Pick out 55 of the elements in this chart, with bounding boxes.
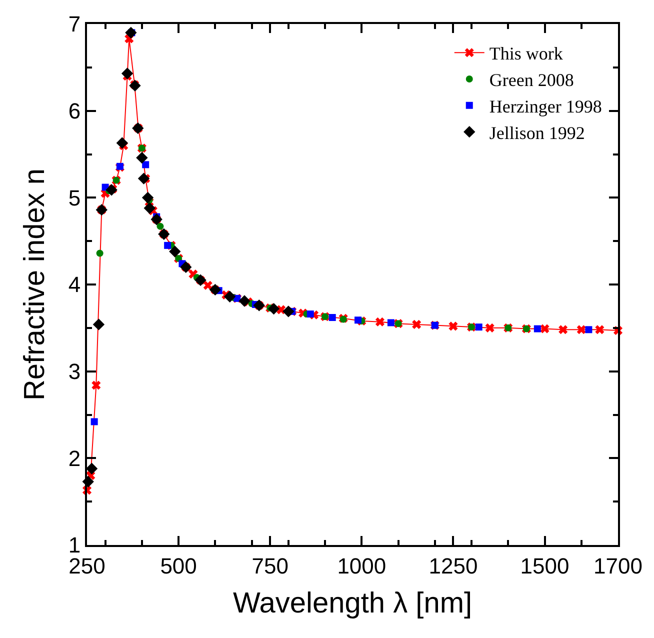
point <box>485 323 494 332</box>
point <box>90 418 98 426</box>
point <box>136 152 148 164</box>
point <box>268 302 280 315</box>
legend-label: Green 2008 <box>489 70 574 90</box>
point <box>412 320 422 329</box>
point <box>328 314 336 321</box>
point <box>354 316 362 324</box>
y-tick-label: 5 <box>68 185 81 210</box>
point <box>448 322 458 331</box>
point <box>125 26 137 39</box>
legend-label: This work <box>489 44 563 64</box>
point <box>375 317 384 326</box>
point <box>116 137 128 149</box>
point <box>169 246 181 258</box>
x-tick-label: 1700 <box>594 553 642 578</box>
point <box>106 184 118 196</box>
x-tick-label: 750 <box>252 553 288 578</box>
point <box>224 290 236 303</box>
point <box>203 280 212 290</box>
point <box>96 250 104 257</box>
x-axis-title: Wavelength λ [nm] <box>232 588 472 620</box>
point <box>142 192 154 204</box>
y-tick-label: 6 <box>68 98 81 124</box>
legend-label: Herzinger 1998 <box>489 96 602 116</box>
point <box>121 68 134 80</box>
point <box>540 324 550 334</box>
point <box>585 326 592 334</box>
x-tick-label: 1250 <box>428 553 478 578</box>
y-tick-label: 2 <box>68 446 81 471</box>
point <box>164 242 172 249</box>
point <box>576 325 586 334</box>
point <box>475 324 482 331</box>
point <box>142 161 150 168</box>
point <box>534 325 541 332</box>
point <box>144 202 156 214</box>
y-axis-title: Refractive index n <box>19 168 52 401</box>
point <box>595 325 604 334</box>
y-tick-label: 4 <box>68 272 81 298</box>
point <box>156 222 164 230</box>
point <box>558 325 568 334</box>
legend-label: Jellison 1992 <box>489 122 585 143</box>
point <box>138 172 150 184</box>
x-tick-label: 1000 <box>337 553 386 578</box>
x-tick-label: 500 <box>160 553 197 578</box>
y-tick-label: 3 <box>68 359 81 384</box>
y-tick-label: 7 <box>68 12 81 37</box>
point <box>282 306 294 318</box>
point <box>306 310 314 318</box>
point <box>92 318 105 330</box>
point <box>86 462 98 474</box>
x-tick-label: 1500 <box>520 553 570 578</box>
point <box>387 319 394 326</box>
point <box>92 380 101 390</box>
point <box>238 295 250 307</box>
